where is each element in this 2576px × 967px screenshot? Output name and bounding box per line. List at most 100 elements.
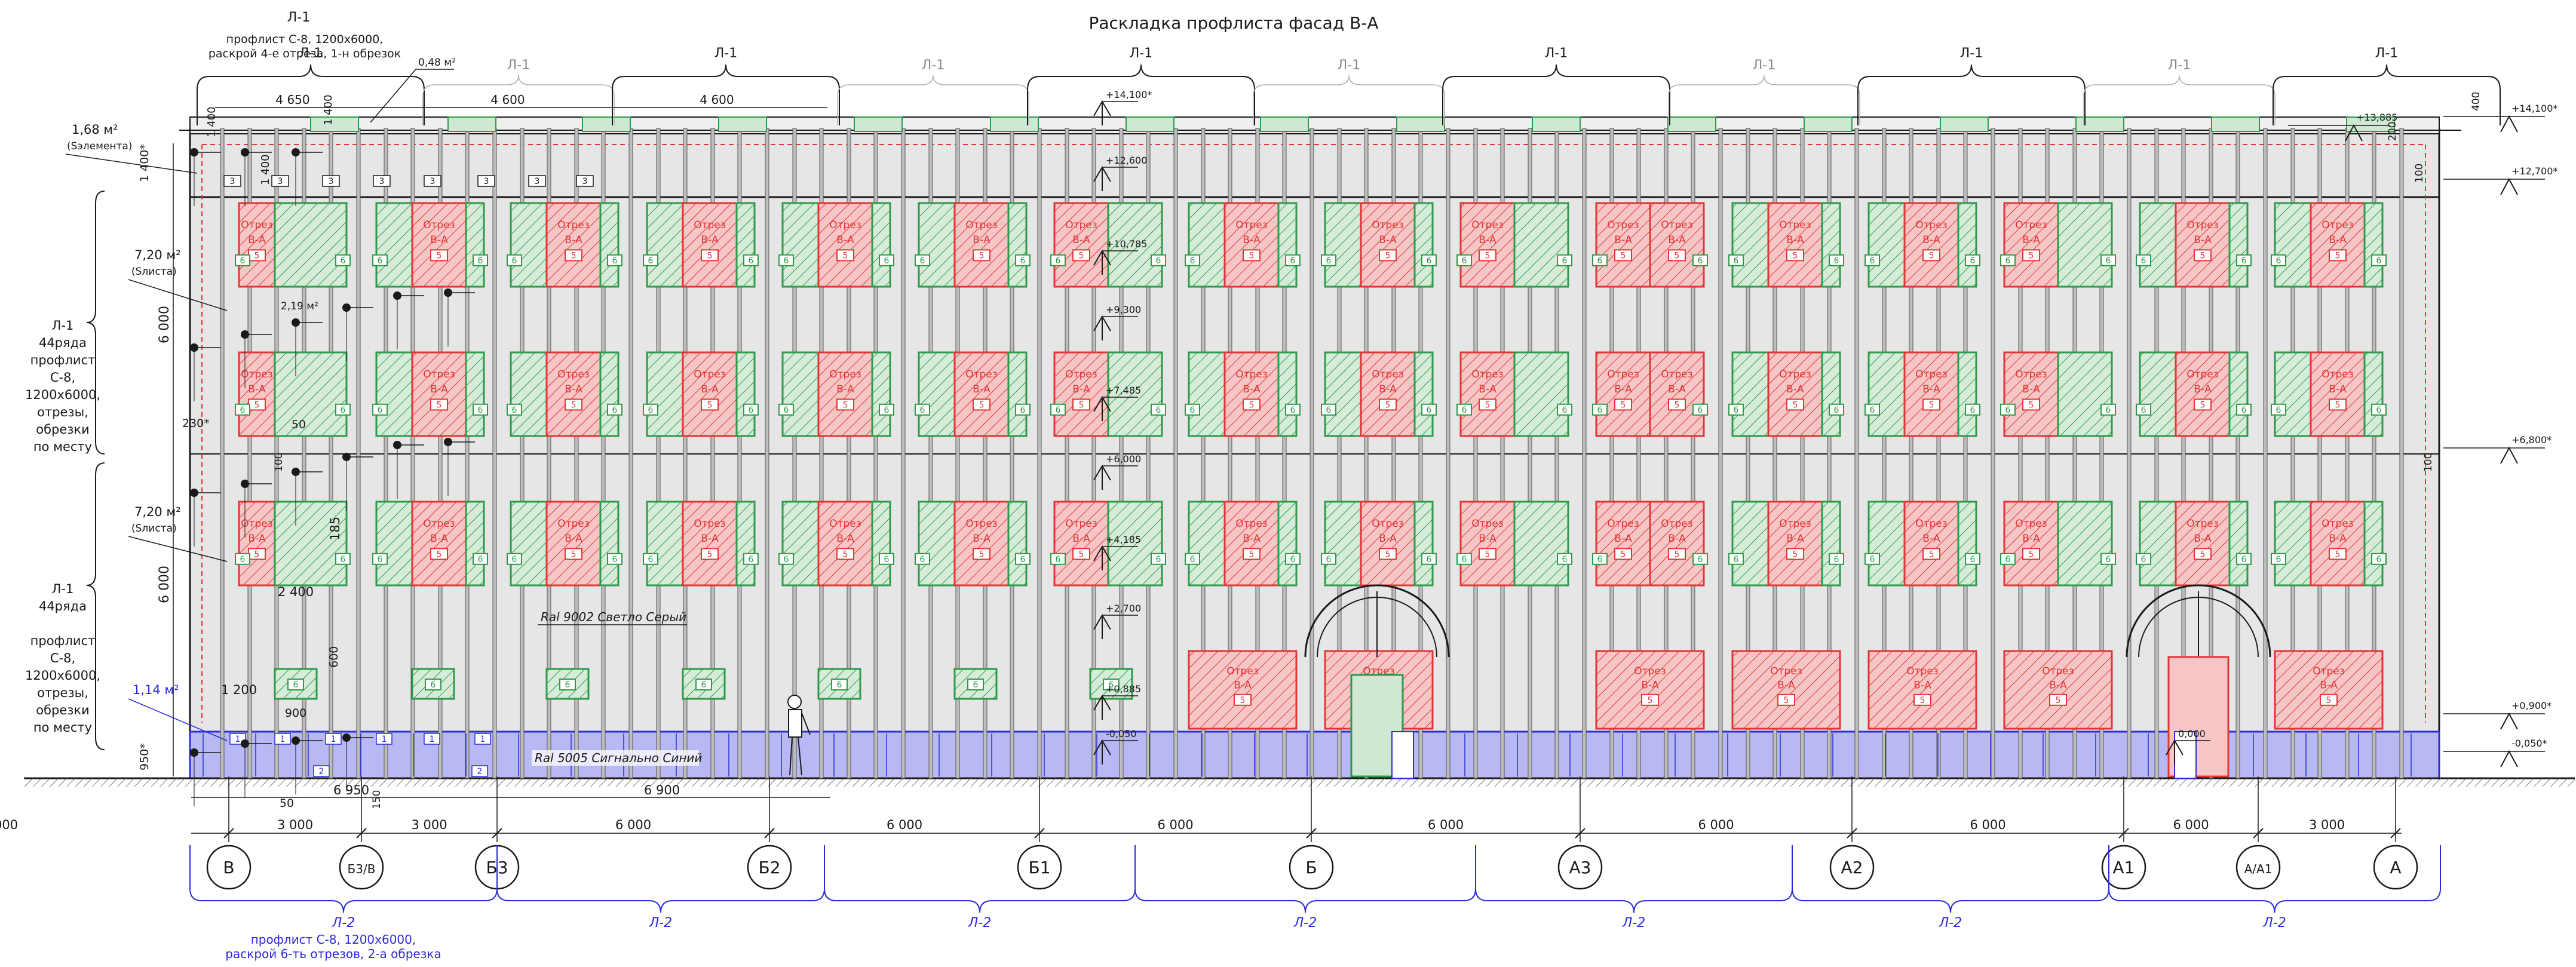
tag-6: 6 <box>648 555 654 564</box>
tag-5: 5 <box>1621 251 1626 260</box>
axis-circle <box>2235 845 2281 890</box>
sheet-panel <box>2274 501 2312 587</box>
ral-blue-box <box>532 750 699 766</box>
tag-6: 6 <box>240 555 246 564</box>
cut-label: Отрез <box>2186 518 2219 530</box>
left-block-line: обрезки <box>36 422 90 437</box>
tag-6: 6 <box>2241 406 2247 415</box>
tag-3: 3 <box>484 177 489 186</box>
tag-box-6 <box>425 679 441 690</box>
axis-label: А1 <box>2113 858 2135 877</box>
dim-tick <box>492 828 502 839</box>
tag-box-6 <box>235 254 250 266</box>
left-dim-150: 150 <box>371 790 383 809</box>
cut-label: Отрез <box>694 219 726 231</box>
tag-2: 2 <box>477 767 483 776</box>
cut-panel <box>1867 650 1977 730</box>
cut-label-sub: В-А <box>1072 383 1090 395</box>
cut-label: Отрез <box>2186 219 2219 231</box>
sheet-panel <box>1413 202 1434 288</box>
sheet-panel <box>1324 202 1362 288</box>
tag-6: 6 <box>1326 406 1332 415</box>
tag-5: 5 <box>1249 549 1255 559</box>
bottom-dim-value: 6 000 <box>1428 818 1464 832</box>
tag-box-5 <box>836 548 854 560</box>
tag-box-5 <box>701 548 719 560</box>
left-brace-lower <box>86 462 105 750</box>
sheet-panel <box>2139 351 2177 437</box>
tag-box-6 <box>879 403 894 416</box>
cut-label: Отрез <box>2322 219 2354 231</box>
tag-6: 6 <box>1870 555 1875 564</box>
sheet-panel <box>510 501 548 587</box>
dim-tick <box>2390 828 2401 839</box>
tag-box-6 <box>2000 403 2016 416</box>
tag-5: 5 <box>1385 251 1391 260</box>
pilaster <box>520 128 525 779</box>
tag-5: 5 <box>2056 696 2061 705</box>
cut-panel <box>2175 202 2231 288</box>
tag-5: 5 <box>1240 696 1246 705</box>
tag-box-5 <box>430 548 448 560</box>
axis-label: А/А1 <box>2244 862 2273 876</box>
top-sheet-label: Л-1 <box>507 58 530 73</box>
tag-6: 6 <box>2376 555 2382 564</box>
cut-label: Отрез <box>965 518 998 530</box>
sheet-panel <box>1513 351 1569 437</box>
tag-6: 6 <box>1597 406 1603 415</box>
bottom-note-line2: раскрой 6-ть отрезов, 2-а обрезка <box>225 947 441 961</box>
tag-box-6 <box>2236 254 2252 266</box>
pilaster <box>384 128 388 779</box>
tag-5: 5 <box>2029 549 2034 559</box>
sheet-panel <box>375 351 413 437</box>
dim-tick <box>2118 828 2129 839</box>
left-area-3-leader <box>128 536 228 562</box>
tag-box-6 <box>2136 254 2151 266</box>
tag-box-6 <box>1592 552 1608 565</box>
left-block-line: Л-1 <box>52 318 74 333</box>
left-area-2-leader <box>128 279 228 311</box>
tag-6: 6 <box>2276 406 2281 415</box>
cut-panel <box>2003 202 2059 288</box>
tag-box-6 <box>915 254 930 266</box>
cut-label-sub: В-А <box>1668 533 1686 545</box>
tag-box-6 <box>1185 254 1200 266</box>
top-sheet-brace-grey <box>1668 75 1860 125</box>
tag-box-5 <box>2194 249 2212 262</box>
tag-box-6 <box>1829 552 1844 565</box>
cut-label: Отрез <box>1226 665 1259 677</box>
cut-label: Отрез <box>1235 369 1268 380</box>
top-sheet-brace <box>1857 64 2086 125</box>
tag-box-6 <box>1321 403 1336 416</box>
top-sheet-brace <box>612 64 840 125</box>
entrance-arch-left <box>1304 584 1450 779</box>
tag-box-6 <box>2236 552 2252 565</box>
elev-right-value: +14,100* <box>2511 103 2557 114</box>
elev-right-value: -0,050* <box>2511 738 2547 749</box>
tag-6: 6 <box>1056 555 1061 564</box>
sheet-panel <box>2363 351 2384 437</box>
axis-markers: В Б3/В Б3 Б2 Б1 Б А3 А2 А1 А/А1 А <box>206 845 2418 890</box>
tag-6: 6 <box>2005 406 2011 415</box>
tag-box-5 <box>1379 548 1397 560</box>
cut-label-sub: В-А <box>2194 383 2212 395</box>
tag-5: 5 <box>1929 400 1934 410</box>
sheet-panel <box>1413 501 1434 587</box>
tag-6: 6 <box>512 256 517 266</box>
sheet-panel <box>465 351 485 437</box>
tag-box-6 <box>643 552 658 565</box>
pilaster <box>792 128 797 779</box>
tag-box-6 <box>743 254 759 266</box>
pilaster <box>1091 128 1096 779</box>
tag-5: 5 <box>254 400 260 410</box>
tag-box-5 <box>565 249 582 262</box>
tag-box-6 <box>473 552 488 565</box>
tag-box-5 <box>1379 249 1397 262</box>
left-dim-50-a: 50 <box>292 418 306 431</box>
tag-5: 5 <box>437 549 442 559</box>
bottom-dim-value: 3 000 <box>277 818 313 832</box>
tag-6: 6 <box>431 680 436 690</box>
sheet-panel <box>1277 202 1298 288</box>
pilaster <box>1446 128 1450 779</box>
cut-label-sub: В-А <box>1641 679 1659 691</box>
